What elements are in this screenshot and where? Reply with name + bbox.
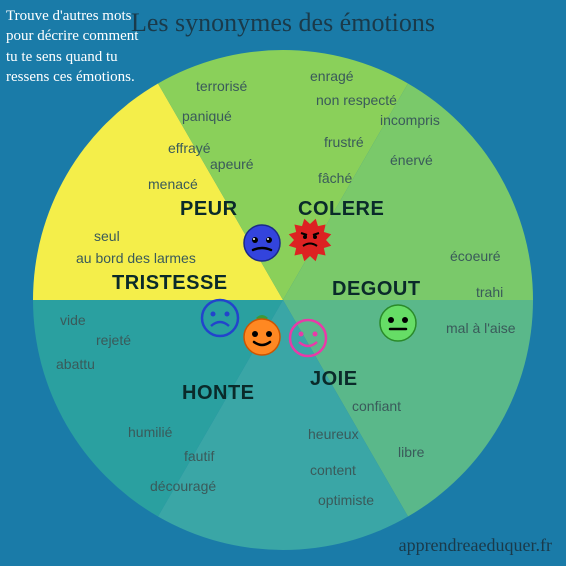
synonym-colere: non respecté (316, 92, 397, 108)
synonym-colere: enragé (310, 68, 354, 84)
synonym-degout: mal à l'aise (446, 320, 516, 336)
synonym-peur: menacé (148, 176, 198, 192)
synonym-degout: trahi (476, 284, 503, 300)
synonym-joie: optimiste (318, 492, 374, 508)
category-tristesse: TRISTESSE (112, 272, 228, 295)
category-joie: JOIE (310, 368, 358, 391)
synonym-colere: énervé (390, 152, 433, 168)
emotion-wheel (33, 50, 533, 550)
synonym-peur: terrorisé (196, 78, 247, 94)
page-title: Les synonymes des émotions (131, 8, 435, 38)
synonym-colere: frustré (324, 134, 364, 150)
fear-face-icon (240, 220, 284, 264)
synonym-honte: humilié (128, 424, 172, 440)
category-honte: HONTE (182, 382, 255, 405)
category-peur: PEUR (180, 198, 238, 221)
disgust-face-icon (376, 300, 420, 344)
synonym-joie: libre (398, 444, 424, 460)
synonym-colere: incompris (380, 112, 440, 128)
synonym-tristesse: au bord des larmes (76, 250, 196, 266)
synonym-colere: fâché (318, 170, 352, 186)
synonym-tristesse: rejeté (96, 332, 131, 348)
synonym-joie: heureux (308, 426, 359, 442)
synonym-peur: effrayé (168, 140, 211, 156)
synonym-honte: découragé (150, 478, 216, 494)
angry-face-icon (288, 218, 332, 262)
source-credit: apprendreaeduquer.fr (399, 535, 552, 556)
synonym-peur: apeuré (210, 156, 254, 172)
synonym-tristesse: abattu (56, 356, 95, 372)
synonym-joie: confiant (352, 398, 401, 414)
synonym-honte: fautif (184, 448, 214, 464)
synonym-peur: paniqué (182, 108, 232, 124)
sad-face-icon (198, 296, 242, 340)
synonym-degout: écoeuré (450, 248, 501, 264)
synonym-tristesse: vide (60, 312, 86, 328)
category-degout: DEGOUT (332, 278, 421, 301)
joy-face-icon (286, 316, 330, 360)
shame-face-icon (240, 314, 284, 358)
synonym-tristesse: seul (94, 228, 120, 244)
instruction-text: Trouve d'autres mots pour décrire commen… (6, 6, 146, 87)
synonym-joie: content (310, 462, 356, 478)
